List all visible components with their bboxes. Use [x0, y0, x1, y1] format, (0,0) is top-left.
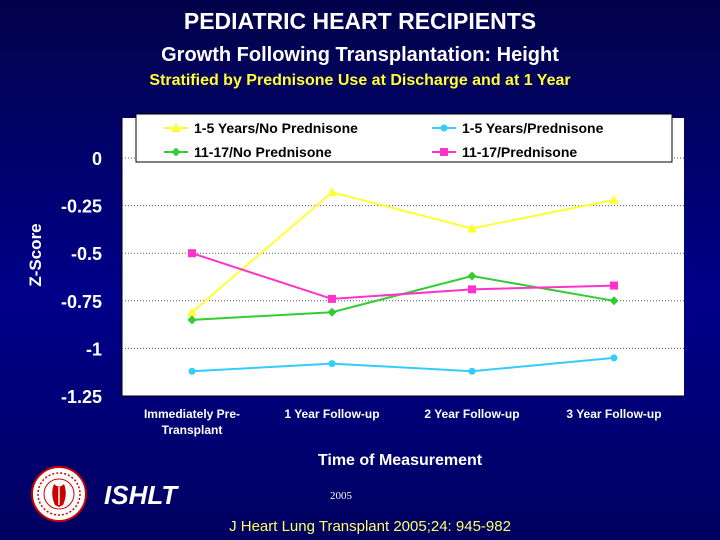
data-point — [188, 249, 196, 258]
y-tick-label: -0.75 — [61, 292, 102, 312]
y-tick-label: -0.5 — [71, 244, 102, 264]
data-point — [327, 307, 337, 317]
data-point — [327, 187, 337, 197]
data-point — [467, 223, 477, 233]
legend-label: 11-17/Prednisone — [462, 144, 577, 160]
series-line — [191, 356, 615, 373]
x-tick-label: Transplant — [162, 423, 223, 437]
data-point — [187, 315, 197, 325]
legend-marker — [440, 124, 448, 132]
x-axis-title: Time of Measurement — [317, 452, 483, 469]
org-name: ISHLT — [104, 480, 178, 510]
x-tick-label: 1 Year Follow-up — [284, 407, 379, 421]
x-tick-label: 3 Year Follow-up — [566, 407, 661, 421]
data-point — [467, 271, 477, 281]
year-label: 2005 — [330, 490, 352, 502]
data-point — [468, 367, 476, 375]
legend-label: 1-5 Years/Prednisone — [462, 120, 604, 136]
data-point — [468, 285, 476, 294]
x-tick-label: Immediately Pre- — [144, 407, 240, 421]
plot-area — [122, 118, 684, 396]
data-point — [610, 281, 618, 290]
height-zscore-chart: 0 -0.25 -0.5 -0.75 -1 -1.25 Immediately Pre- Tr… — [61, 113, 684, 437]
citation: J Heart Lung Transplant 2005;24: 945-982 — [229, 518, 511, 535]
series-line — [191, 191, 615, 313]
data-point — [328, 360, 336, 368]
data-point — [609, 296, 619, 306]
legend-marker — [171, 147, 181, 157]
stratification-note: Stratified by Prednisone Use at Discharg… — [149, 72, 571, 89]
series-line — [191, 252, 615, 300]
slide-title: PEDIATRIC HEART RECIPIENTS — [183, 8, 537, 34]
y-tick-label: -0.25 — [61, 197, 102, 217]
y-tick-label: -1 — [86, 339, 102, 359]
legend-label: 11-17/No Prednisone — [194, 144, 332, 160]
y-tick-label: -1.25 — [61, 387, 102, 407]
data-point — [609, 194, 619, 204]
legend-box — [135, 113, 673, 163]
ishlt-logo-icon — [31, 466, 87, 522]
slide-subtitle: Growth Following Transplantation: Height — [161, 44, 559, 66]
data-point — [328, 294, 336, 303]
legend-label: 1-5 Years/No Prednisone — [194, 120, 358, 136]
y-tick-label: 0 — [92, 149, 102, 169]
legend-marker — [440, 148, 448, 156]
data-point — [187, 307, 197, 317]
legend-marker — [171, 123, 181, 132]
x-tick-label: 2 Year Follow-up — [424, 407, 519, 421]
data-point — [610, 354, 618, 362]
data-point — [188, 367, 196, 375]
